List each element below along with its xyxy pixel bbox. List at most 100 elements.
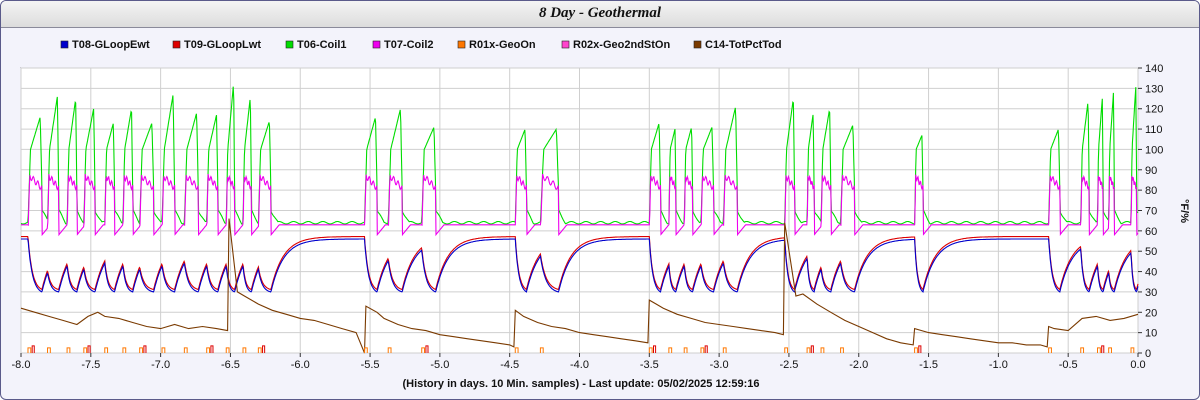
legend-label: T09-GLoopLwt <box>184 39 261 51</box>
relay-geo-on-marker <box>683 347 688 353</box>
y-tick-label: 50 <box>1145 246 1157 258</box>
legend-label: T06-Coil1 <box>297 39 347 51</box>
relay-geo-on-marker <box>1130 347 1135 353</box>
relay-geo-on-marker <box>806 347 811 353</box>
relay-2ndstage-marker <box>143 345 147 353</box>
y-tick-label: 140 <box>1145 63 1163 75</box>
relay-geo-on-marker <box>206 347 210 353</box>
y-tick-label: 0 <box>1145 348 1151 360</box>
title-bar: 8 Day - Geothermal <box>1 1 1199 28</box>
relay-geo-on-marker <box>225 347 230 353</box>
relay-geo-on-marker <box>1108 347 1112 353</box>
chart-title: 8 Day - Geothermal <box>538 5 662 21</box>
relay-geo-on-marker <box>539 347 544 353</box>
relay-geo-on-marker <box>363 347 368 353</box>
y-tick-label: 90 <box>1145 165 1157 177</box>
series-line-c14 <box>20 218 1139 354</box>
y-tick-label: 130 <box>1145 83 1163 95</box>
relay-geo-on-marker <box>820 347 825 353</box>
axes: -8.0 -7.5 -7.0 -6.5 -6.0 -5.5 -5.0 -4.5 -4.0 -3.5… <box>12 63 1164 371</box>
relay-geo-on-marker <box>139 347 143 353</box>
legend-swatch <box>561 40 570 49</box>
relay-geo-on-marker <box>722 347 727 353</box>
relay-geo-on-marker <box>387 347 392 353</box>
x-tick-label: -0.5 <box>1059 359 1078 371</box>
y-tick-label: 40 <box>1145 267 1157 279</box>
relay-2ndstage-marker <box>704 345 708 353</box>
relay-2ndstage-marker <box>210 345 214 353</box>
relay-geo-on-marker <box>27 347 32 353</box>
relay-geo-on-marker <box>421 347 426 353</box>
y-tick-label: 100 <box>1145 144 1163 156</box>
relay-geo-on-marker <box>161 347 166 353</box>
x-tick-label: 0.0 <box>1130 359 1145 371</box>
relay-2ndstage-marker <box>31 345 35 353</box>
relay-geo-on-marker <box>1080 347 1085 353</box>
legend-swatch <box>285 40 294 49</box>
relay-geo-on-marker <box>648 347 653 353</box>
series-line-t09 <box>21 236 1139 291</box>
x-axis-label: (History in days. 10 Min. samples) - Las… <box>402 378 759 390</box>
relay-geo-on-marker <box>514 347 519 353</box>
y-tick-label: 80 <box>1145 185 1157 197</box>
relay-geo-on-marker <box>104 347 109 353</box>
x-tick-label: -3.0 <box>710 359 729 371</box>
relay-geo-on-marker <box>83 347 88 353</box>
series-line-t07 <box>21 173 1139 237</box>
relay-geo-on-marker <box>122 347 127 353</box>
relay-geo-on-marker <box>242 347 247 353</box>
relay-2ndstage-marker <box>918 345 922 353</box>
y-tick-label: 120 <box>1145 104 1163 116</box>
series-layer <box>20 86 1139 354</box>
legend-swatch <box>693 40 702 49</box>
y-tick-label: 60 <box>1145 226 1157 238</box>
legend-swatch <box>372 40 381 49</box>
legend: T08-GLoopEwt T09-GLoopLwt T06-Coil1 T07-Coi… <box>60 39 782 51</box>
relay-2ndstage-marker <box>425 345 429 353</box>
legend-label: R02x-Geo2ndStOn <box>573 39 670 51</box>
y-tick-label: 70 <box>1145 206 1157 218</box>
relay-2ndstage-marker <box>87 345 91 353</box>
y-axis-label: °F/% <box>1178 199 1190 223</box>
relay-geo-on-marker <box>840 347 844 353</box>
x-tick-label: -1.0 <box>989 359 1008 371</box>
legend-label: C14-TotPctTod <box>705 39 782 51</box>
relay-2ndstage-marker <box>262 345 266 353</box>
relay-geo-on-marker <box>257 347 262 353</box>
relay-geo-on-marker <box>668 347 673 353</box>
x-tick-label: -4.0 <box>570 359 589 371</box>
relay-2ndstage-marker <box>1101 345 1105 353</box>
relay-geo-on-marker <box>914 347 918 353</box>
relay-geo-on-marker <box>700 347 705 353</box>
legend-label: R01x-GeoOn <box>469 39 536 51</box>
legend-swatch <box>457 40 466 49</box>
series-line-t08 <box>21 238 1139 293</box>
x-tick-label: -5.5 <box>361 359 380 371</box>
y-tick-label: 110 <box>1145 124 1163 136</box>
x-tick-label: -6.0 <box>291 359 310 371</box>
relay-geo-on-marker <box>1097 347 1101 353</box>
relay-geo-on-marker <box>66 347 71 353</box>
relay-geo-on-marker <box>1048 347 1052 353</box>
legend-label: T08-GLoopEwt <box>72 39 150 51</box>
x-tick-label: -5.0 <box>430 359 449 371</box>
y-tick-label: 10 <box>1145 328 1157 340</box>
y-tick-label: 30 <box>1145 287 1157 299</box>
relay-2ndstage-marker <box>653 345 657 353</box>
relay-geo-on-marker <box>183 347 188 353</box>
relay-2ndstage-marker <box>810 345 814 353</box>
y-tick-label: 20 <box>1145 307 1157 319</box>
legend-swatch <box>172 40 181 49</box>
x-tick-label: -7.0 <box>151 359 170 371</box>
relay-geo-on-marker <box>47 347 51 353</box>
x-tick-label: -2.5 <box>779 359 798 371</box>
x-tick-label: -2.0 <box>849 359 868 371</box>
x-tick-label: -7.5 <box>81 359 100 371</box>
x-tick-label: -1.5 <box>919 359 938 371</box>
relay-geo-on-marker <box>784 347 789 353</box>
x-tick-label: -3.5 <box>640 359 659 371</box>
legend-swatch <box>60 40 69 49</box>
legend-label: T07-Coil2 <box>384 39 434 51</box>
